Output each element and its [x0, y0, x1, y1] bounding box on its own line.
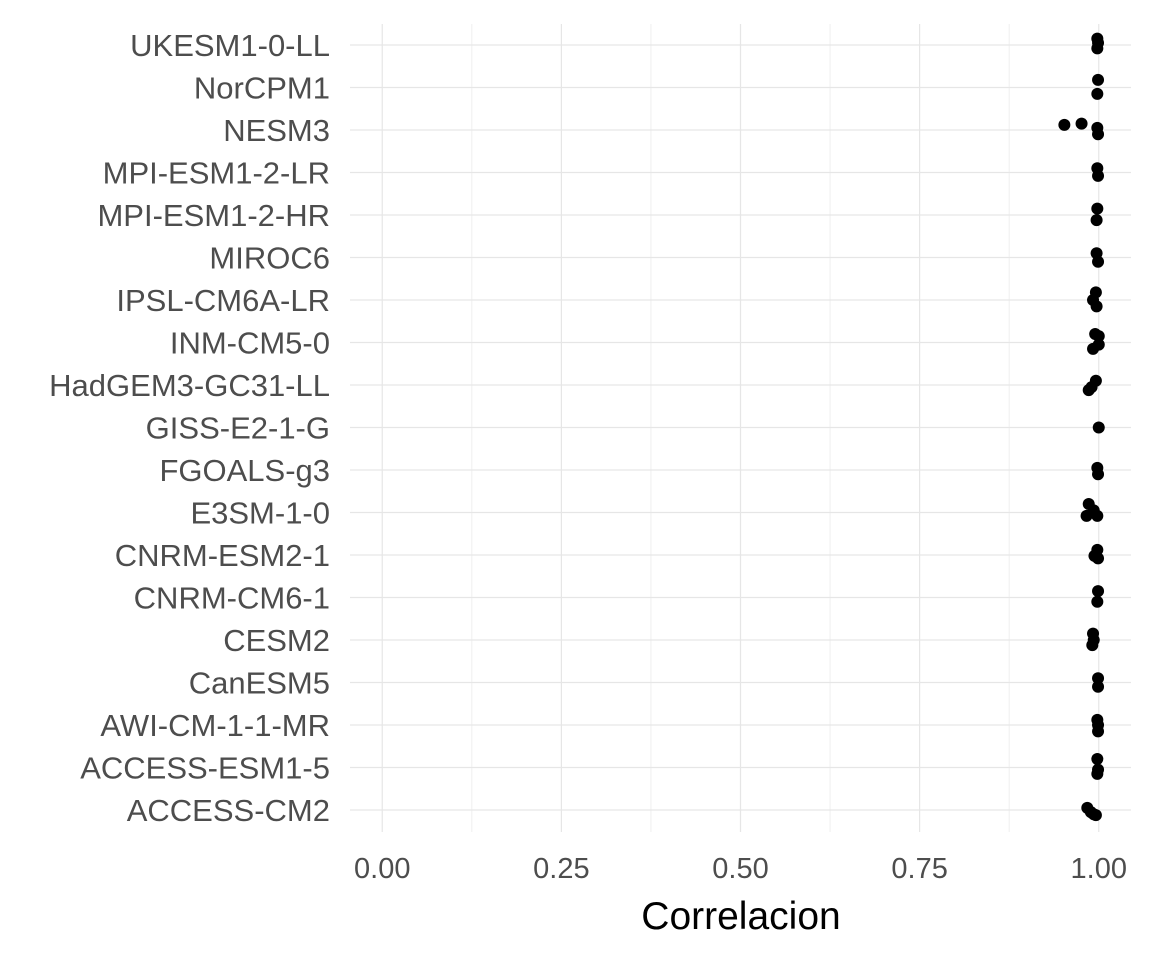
- data-point: [1090, 300, 1103, 313]
- data-point: [1091, 595, 1104, 608]
- data-point: [1091, 753, 1104, 765]
- y-tick-label: FGOALS-g3: [159, 453, 330, 488]
- data-point: [1080, 509, 1093, 522]
- data-point: [1092, 680, 1105, 693]
- data-point: [1092, 468, 1105, 481]
- x-axis-label: Correlacion: [641, 895, 840, 938]
- x-tick-label: 0.00: [354, 853, 410, 885]
- data-point: [1087, 342, 1100, 355]
- y-tick-label: HadGEM3-GC31-LL: [49, 368, 330, 403]
- data-point: [1092, 552, 1105, 565]
- y-tick-label: ACCESS-CM2: [127, 793, 330, 828]
- data-point: [1091, 509, 1104, 522]
- data-point: [1058, 118, 1071, 131]
- y-tick-label: AWI-CM-1-1-MR: [100, 708, 330, 743]
- data-point: [1086, 639, 1099, 652]
- data-point: [1091, 42, 1104, 55]
- grid-lines: [350, 24, 1131, 832]
- data-point: [1092, 169, 1105, 182]
- y-tick-label: UKESM1-0-LL: [130, 28, 330, 63]
- x-axis-tick-labels: 0.00 0.25 0.50 0.75 1.00: [354, 853, 1127, 885]
- y-tick-label: CESM2: [223, 623, 330, 658]
- data-point: [1091, 87, 1104, 100]
- y-tick-label: E3SM-1-0: [190, 496, 330, 531]
- y-tick-label: GISS-E2-1-G: [146, 411, 330, 446]
- x-tick-label: 0.25: [533, 853, 589, 885]
- data-point: [1092, 128, 1105, 141]
- y-tick-label: CanESM5: [189, 666, 330, 701]
- data-point: [1092, 585, 1105, 598]
- data-point: [1075, 117, 1088, 130]
- y-axis-tick-labels: ACCESS-CM2 ACCESS-ESM1-5 AWI-CM-1-1-MR CanE…: [49, 28, 330, 828]
- data-point: [1092, 421, 1105, 434]
- data-points: [1058, 32, 1105, 822]
- y-tick-label: MIROC6: [209, 241, 330, 276]
- data-point: [1089, 809, 1102, 822]
- data-point: [1092, 672, 1105, 685]
- data-point: [1091, 202, 1104, 215]
- y-tick-label: INM-CM5-0: [170, 326, 330, 361]
- y-tick-label: CNRM-ESM2-1: [115, 538, 330, 573]
- data-point: [1092, 725, 1105, 738]
- data-point: [1082, 384, 1095, 397]
- data-point: [1092, 73, 1105, 86]
- x-tick-label: 0.50: [712, 853, 768, 885]
- x-tick-label: 1.00: [1071, 853, 1127, 885]
- data-point: [1092, 255, 1105, 268]
- data-point: [1091, 767, 1104, 780]
- y-tick-label: NESM3: [223, 113, 330, 148]
- x-tick-label: 0.75: [891, 853, 947, 885]
- data-point: [1092, 330, 1105, 343]
- y-tick-label: MPI-ESM1-2-HR: [97, 198, 330, 233]
- y-tick-label: CNRM-CM6-1: [134, 581, 330, 616]
- y-tick-label: NorCPM1: [194, 71, 330, 106]
- y-tick-label: IPSL-CM6A-LR: [116, 283, 330, 318]
- y-tick-label: MPI-ESM1-2-LR: [103, 156, 330, 191]
- data-point: [1090, 214, 1103, 227]
- y-tick-label: ACCESS-ESM1-5: [80, 751, 330, 786]
